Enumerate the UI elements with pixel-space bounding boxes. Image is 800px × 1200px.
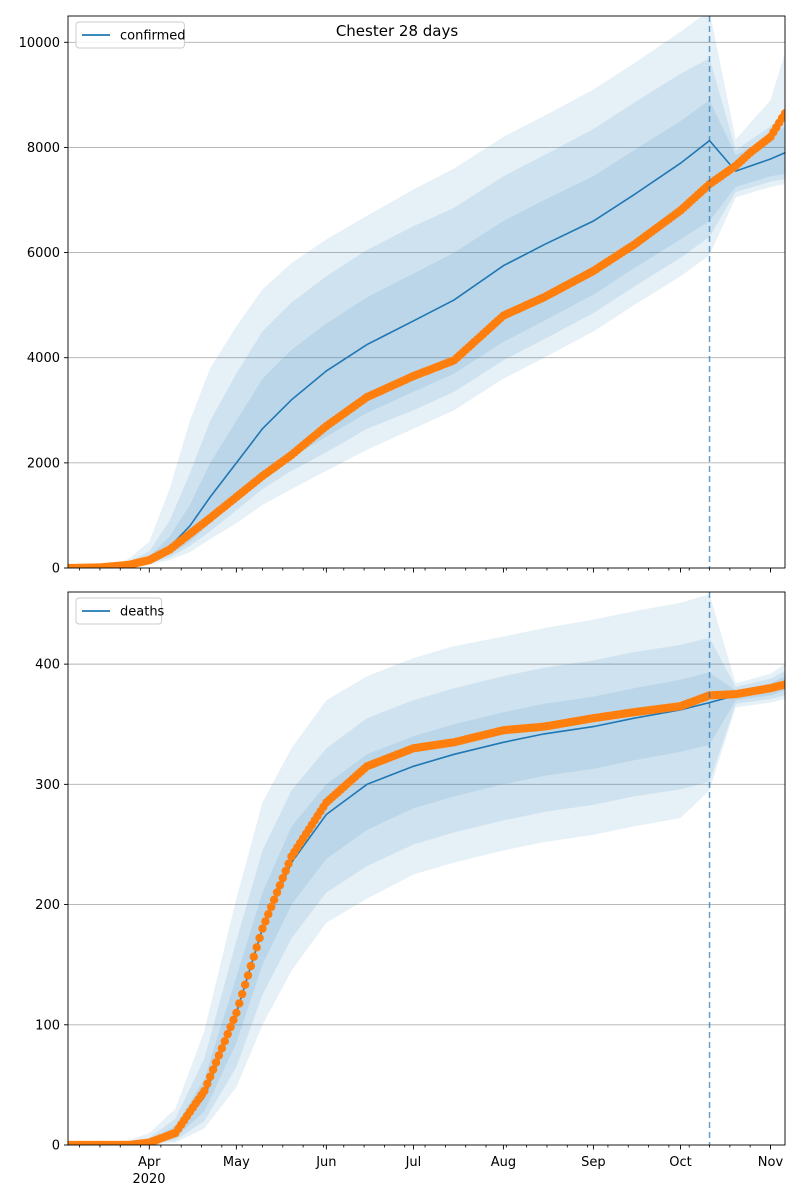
observed-point — [255, 933, 264, 943]
y-tick-label: 200 — [35, 898, 60, 913]
y-tick-label: 8000 — [27, 141, 60, 156]
x-tick-label: Nov — [758, 1155, 784, 1170]
uncertainty-band — [68, 100, 785, 568]
x-tick-label: Aug — [491, 1155, 516, 1170]
legend-box — [75, 21, 185, 49]
x-tick-label: Apr — [138, 1155, 161, 1170]
uncertainty-band — [68, 637, 785, 1145]
observed-point — [206, 1072, 215, 1081]
y-tick-label: 6000 — [27, 246, 60, 261]
legend: deaths — [75, 597, 165, 625]
confirmed-panel: 0 2000 4000 6000 8000 10000 confirmed — [19, 15, 786, 577]
legend: confirmed — [75, 21, 186, 49]
uncertainty-band — [68, 672, 785, 1145]
observed-point — [261, 917, 270, 926]
y-tick-label: 100 — [35, 1018, 60, 1033]
observed-point — [238, 989, 247, 999]
observed-point — [275, 881, 285, 890]
observed-point — [223, 1029, 232, 1039]
observed-point — [246, 961, 256, 971]
observed-point — [220, 1037, 229, 1046]
observed-point — [780, 109, 785, 118]
plot-area — [68, 16, 785, 568]
observed-point — [258, 924, 267, 933]
observed-point — [226, 1022, 235, 1032]
observed-point — [264, 910, 273, 919]
observed-point — [252, 943, 261, 952]
observed-point — [214, 1051, 224, 1060]
x-tick-label: Jul — [405, 1155, 422, 1170]
x-tick-label: Sep — [581, 1155, 606, 1170]
axes-frame — [67, 591, 786, 1146]
y-tick-label: 0 — [52, 562, 60, 577]
observed-point — [203, 1079, 212, 1089]
plot-area — [68, 594, 785, 1145]
observed-point — [780, 680, 785, 689]
x-tick-label: Jun — [315, 1155, 336, 1170]
uncertainty-band — [68, 594, 785, 1145]
uncertainty-band — [68, 16, 785, 568]
observed-point — [281, 866, 290, 876]
observed-point — [267, 902, 276, 912]
observed-point — [272, 888, 282, 897]
uncertainty-band — [68, 58, 785, 568]
observed-point — [249, 952, 258, 961]
legend-box — [75, 597, 163, 625]
y-tick-label: 400 — [35, 658, 60, 673]
x-tick-label: May — [223, 1155, 250, 1170]
observed-point — [208, 1065, 218, 1074]
y-tick-label: 10000 — [19, 36, 60, 51]
y-tick-label: 2000 — [27, 456, 60, 471]
observed-point — [240, 980, 250, 989]
figure-title: Chester 28 days — [336, 22, 459, 40]
observed-point — [211, 1058, 221, 1067]
y-tick-label: 0 — [52, 1139, 60, 1154]
observed-point — [200, 1086, 209, 1096]
legend-label: confirmed — [120, 29, 186, 44]
legend-label: deaths — [120, 605, 165, 620]
axes-frame — [67, 15, 786, 569]
x-year-label: 2020 — [132, 1172, 165, 1187]
observed-point — [269, 895, 279, 904]
observed-point — [243, 971, 253, 980]
observed-point — [217, 1044, 227, 1053]
x-tick-label: Oct — [669, 1155, 691, 1170]
deaths-panel: 0 100 200 300 400 Apr May Jun Jul Aug Sep Oct Nov dea… — [35, 591, 786, 1170]
observed-point — [278, 873, 287, 883]
observed-point — [232, 1008, 241, 1017]
observed-point — [229, 1015, 238, 1025]
observed-point — [235, 999, 244, 1008]
y-tick-label: 4000 — [27, 351, 60, 366]
observed-point — [284, 859, 293, 868]
y-tick-label: 300 — [35, 778, 60, 793]
